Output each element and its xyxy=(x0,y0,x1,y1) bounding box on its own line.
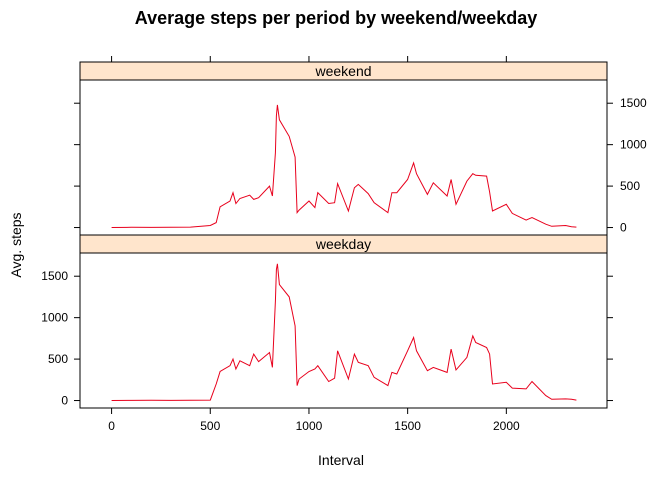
y-tick-label-weekday-1500: 1500 xyxy=(41,269,68,283)
x-tick-label-1500: 1500 xyxy=(394,419,421,433)
y-axis-label: Avg. steps xyxy=(8,212,24,277)
x-tick-label-1000: 1000 xyxy=(296,419,323,433)
y-tick-label-weekend-1000: 1000 xyxy=(620,138,647,152)
x-axis-ticks: 0 500 1000 1500 2000 xyxy=(108,56,520,433)
y-tick-label-weekday-500: 500 xyxy=(48,352,68,366)
ticks-weekend: 0 500 1000 1500 xyxy=(74,96,647,235)
panel-frame-weekday xyxy=(79,252,608,409)
x-tick-label-2000: 2000 xyxy=(493,419,520,433)
y-tick-label-weekend-0: 0 xyxy=(620,221,627,235)
y-tick-label-weekend-1500: 1500 xyxy=(620,96,647,110)
x-tick-label-500: 500 xyxy=(200,419,220,433)
panel-weekday: weekday 0 500 1000 1500 xyxy=(41,234,613,409)
ticks-weekday: 0 500 1000 1500 xyxy=(41,269,613,408)
panel-frame-weekend xyxy=(79,79,608,236)
panel-weekend: weekend 0 500 1000 1500 xyxy=(74,61,647,236)
y-tick-label-weekend-500: 500 xyxy=(620,179,640,193)
series-line-weekday xyxy=(111,263,577,401)
series-line-weekend xyxy=(111,104,577,228)
y-tick-label-weekday-1000: 1000 xyxy=(41,311,68,325)
x-axis-label: Interval xyxy=(318,452,364,468)
x-tick-label-0: 0 xyxy=(108,419,115,433)
strip-label-weekend: weekend xyxy=(314,63,371,79)
chart-title: Average steps per period by weekend/week… xyxy=(135,8,538,28)
strip-label-weekday: weekday xyxy=(315,236,371,252)
y-tick-label-weekday-0: 0 xyxy=(61,394,68,408)
